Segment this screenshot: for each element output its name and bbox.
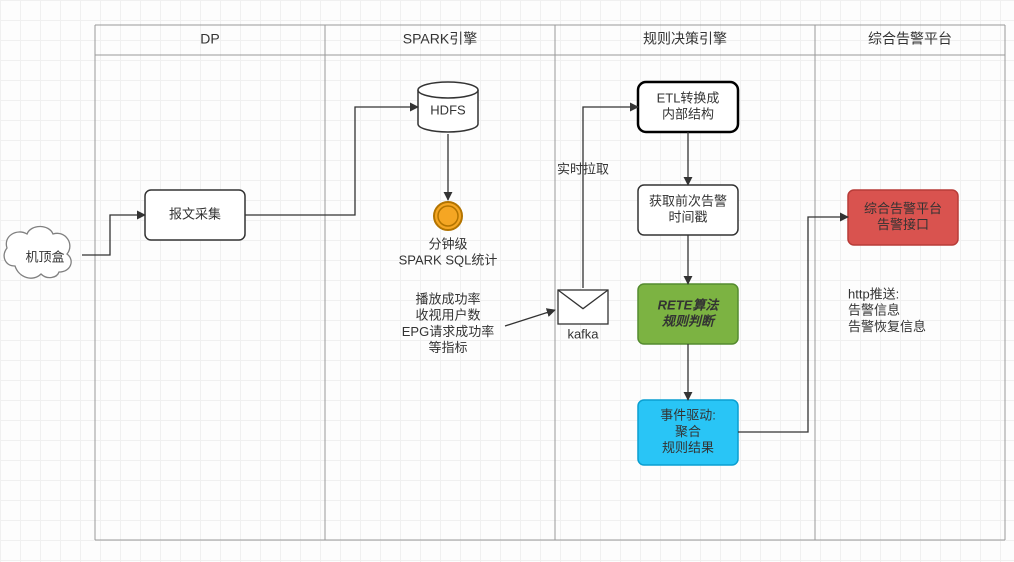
node-alarmPlatform-label: 告警接口 (877, 217, 929, 232)
text-httpPushLabel: http推送: (848, 286, 899, 301)
node-lastAlarm-label: 时间戳 (668, 210, 707, 225)
text-httpPushLabel: 告警信息 (848, 303, 900, 318)
node-eventDriven-label: 事件驱动: (660, 408, 716, 423)
node-collect-label: 报文采集 (169, 206, 221, 221)
cylinder-top-hdfs (418, 82, 478, 98)
edge-collect-hdfs (245, 107, 418, 215)
edge-metrics-kafka (505, 310, 555, 326)
node-lastAlarm-label: 获取前次告警 (649, 193, 727, 208)
text-sparkStatLabel: SPARK SQL统计 (399, 253, 498, 268)
lane-header-dp: DP (200, 31, 219, 47)
envelope-kafka-label: kafka (567, 326, 599, 341)
node-alarmPlatform-label: 综合告警平台 (864, 201, 942, 216)
lane-header-alarm: 综合告警平台 (868, 31, 952, 47)
cylinder-hdfs-label: HDFS (430, 102, 466, 117)
text-metricsLabel: EPG请求成功率 (402, 324, 494, 339)
edge-cloud-collect (82, 215, 145, 255)
text-metricsLabel: 收视用户数 (415, 308, 480, 323)
cloud-label: 机顶盒 (25, 249, 64, 264)
node-etl-label: ETL转换成 (657, 90, 720, 105)
node-rete-label: 规则判断 (661, 314, 717, 329)
node-etl-label: 内部结构 (662, 107, 714, 122)
edge-kafka-etl (583, 107, 638, 288)
diagram-canvas: DPSPARK引擎规则决策引擎综合告警平台机顶盒报文采集HDFS分钟级SPARK… (0, 0, 1014, 562)
lane-header-rule: 规则决策引擎 (643, 31, 727, 47)
text-sparkStatLabel: 分钟级 (428, 236, 467, 251)
text-metricsLabel: 播放成功率 (415, 291, 480, 306)
lane-header-spark: SPARK引擎 (403, 31, 477, 47)
text-httpPushLabel: 告警恢复信息 (848, 319, 926, 334)
node-rete-label: RETE算法 (658, 297, 721, 312)
node-eventDriven-label: 聚合 (675, 424, 701, 439)
node-eventDriven-label: 规则结果 (662, 440, 714, 455)
text-metricsLabel: 等指标 (428, 340, 467, 355)
edge-event-alarm (738, 217, 848, 432)
